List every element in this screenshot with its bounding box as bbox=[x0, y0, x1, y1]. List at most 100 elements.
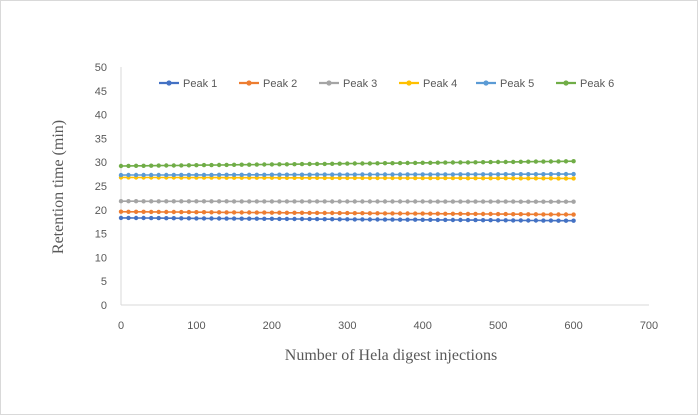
data-point bbox=[511, 176, 516, 181]
data-point bbox=[533, 199, 539, 204]
data-point bbox=[209, 216, 214, 221]
data-point bbox=[322, 199, 327, 204]
data-point bbox=[149, 172, 154, 178]
data-point bbox=[556, 171, 561, 177]
data-point bbox=[284, 175, 290, 180]
data-point bbox=[435, 160, 440, 165]
data-point bbox=[397, 160, 403, 166]
data-point bbox=[382, 199, 388, 204]
data-point bbox=[330, 175, 335, 181]
data-point bbox=[571, 212, 576, 217]
data-point bbox=[186, 199, 192, 204]
data-point bbox=[435, 172, 440, 177]
data-point bbox=[375, 211, 380, 216]
data-point bbox=[556, 159, 561, 164]
data-point bbox=[171, 199, 176, 204]
data-point bbox=[307, 161, 312, 167]
data-point bbox=[360, 217, 365, 222]
data-point bbox=[465, 172, 471, 177]
data-point bbox=[495, 211, 501, 217]
data-point bbox=[533, 172, 539, 177]
data-point bbox=[216, 172, 222, 177]
data-point bbox=[526, 218, 531, 223]
data-point bbox=[179, 209, 184, 215]
data-point bbox=[345, 199, 350, 204]
data-point bbox=[345, 172, 350, 177]
data-point bbox=[337, 161, 342, 166]
y-tick-label: 45 bbox=[95, 86, 107, 98]
data-point bbox=[511, 212, 516, 217]
data-point bbox=[247, 210, 252, 215]
data-point bbox=[284, 162, 290, 167]
data-point bbox=[375, 172, 380, 177]
data-point bbox=[186, 216, 192, 221]
data-point bbox=[352, 211, 357, 216]
data-point bbox=[352, 217, 357, 222]
data-point bbox=[428, 211, 433, 216]
data-point bbox=[458, 199, 463, 204]
data-point bbox=[563, 199, 569, 204]
data-point bbox=[118, 163, 124, 169]
data-point bbox=[571, 159, 576, 164]
data-point bbox=[118, 209, 124, 214]
y-tick-label: 25 bbox=[95, 181, 107, 193]
data-point bbox=[133, 199, 139, 204]
legend-dot-marker bbox=[406, 80, 412, 86]
data-point bbox=[254, 216, 259, 221]
data-point bbox=[149, 215, 154, 221]
data-point bbox=[239, 162, 244, 167]
data-point bbox=[322, 161, 327, 167]
data-point bbox=[209, 210, 214, 215]
data-point bbox=[307, 210, 312, 216]
y-tick-label: 20 bbox=[95, 205, 107, 217]
data-point bbox=[299, 175, 305, 180]
data-point bbox=[428, 217, 433, 222]
data-point bbox=[352, 161, 357, 166]
legend-item: Peak 2 bbox=[239, 78, 297, 90]
data-point bbox=[330, 217, 335, 222]
data-point bbox=[164, 172, 169, 178]
data-point bbox=[563, 218, 569, 223]
data-point bbox=[526, 199, 531, 204]
data-point bbox=[330, 161, 335, 166]
data-point bbox=[141, 209, 146, 214]
data-point bbox=[390, 211, 395, 216]
data-point bbox=[156, 209, 161, 215]
data-point bbox=[450, 199, 456, 204]
data-point bbox=[269, 162, 275, 167]
data-point bbox=[375, 175, 380, 181]
data-point bbox=[216, 162, 222, 168]
x-tick-label: 300 bbox=[338, 320, 356, 332]
legend-label: Peak 5 bbox=[500, 78, 534, 90]
data-point bbox=[141, 199, 146, 204]
data-point bbox=[171, 172, 176, 178]
data-point bbox=[435, 211, 440, 216]
data-point bbox=[337, 210, 342, 216]
data-point bbox=[284, 172, 290, 177]
data-point bbox=[367, 175, 373, 181]
data-point bbox=[277, 199, 282, 204]
data-point bbox=[511, 199, 516, 204]
data-point bbox=[314, 172, 320, 177]
data-point bbox=[179, 216, 184, 221]
data-point bbox=[194, 172, 199, 178]
data-point bbox=[495, 159, 501, 165]
data-point bbox=[382, 217, 388, 222]
data-point bbox=[533, 218, 539, 223]
data-point bbox=[405, 172, 410, 177]
data-point bbox=[269, 199, 275, 204]
data-point bbox=[284, 199, 290, 204]
data-point bbox=[511, 172, 516, 177]
data-point bbox=[216, 199, 222, 204]
data-point bbox=[413, 175, 418, 181]
data-point bbox=[413, 217, 418, 222]
series-peak-4 bbox=[118, 175, 576, 181]
data-point bbox=[563, 176, 569, 181]
y-tick-labels: 0 5 10 15 20 25 30 35 40 45 50 bbox=[95, 62, 107, 312]
data-point bbox=[277, 216, 282, 222]
data-point bbox=[458, 211, 463, 216]
data-point bbox=[511, 159, 516, 165]
data-point bbox=[518, 176, 523, 181]
data-point bbox=[495, 199, 501, 204]
data-point bbox=[254, 210, 259, 215]
